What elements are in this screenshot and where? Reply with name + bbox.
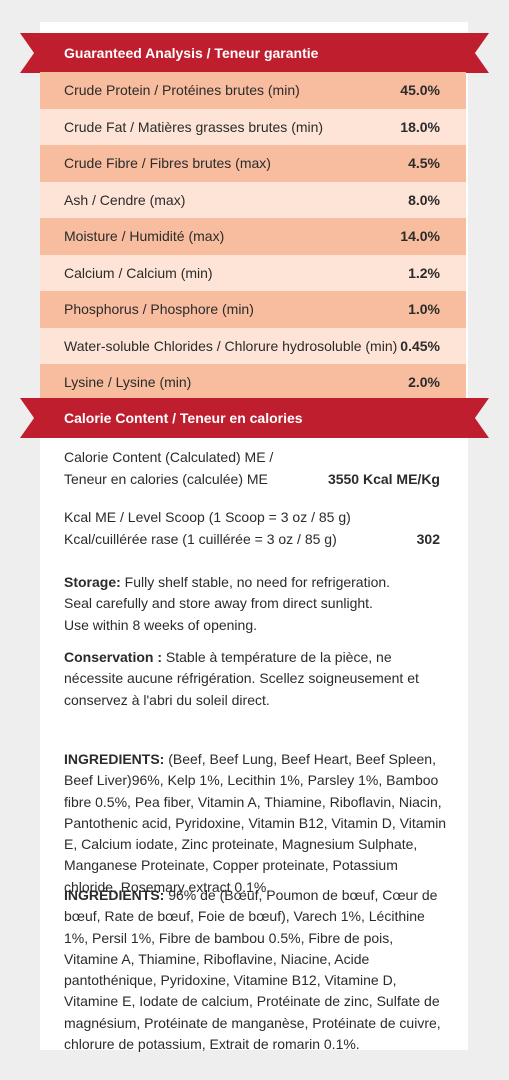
analysis-value: 0.45% — [400, 337, 440, 354]
analysis-label: Lysine / Lysine (min) — [64, 374, 192, 391]
ingredients-fr-label: INGRÉDIENTS: — [64, 887, 165, 903]
analysis-row: Moisture / Humidité (max) 14.0% — [40, 218, 466, 255]
calorie-content-header: Calorie Content / Teneur en calories — [20, 398, 489, 438]
analysis-value: 14.0% — [400, 228, 440, 245]
ingredients-en-label: INGREDIENTS: — [64, 751, 165, 767]
ingredients-fr-text: 96% de (Bœuf, Poumon de bœuf, Cœur de bœ… — [64, 887, 441, 1053]
ingredients-en-text: (Beef, Beef Lung, Beef Heart, Beef Splee… — [64, 751, 447, 895]
storage-paragraph: Storage: Fully shelf stable, no need for… — [64, 572, 394, 636]
ingredients-en-paragraph: INGREDIENTS: (Beef, Beef Lung, Beef Hear… — [64, 749, 450, 898]
analysis-row: Crude Fat / Matières grasses brutes (min… — [40, 108, 466, 145]
analysis-label: Phosphorus / Phosphore (min) — [64, 301, 254, 318]
analysis-label: Crude Fat / Matières grasses brutes (min… — [64, 118, 324, 135]
analysis-label: Ash / Cendre (max) — [64, 191, 186, 208]
calorie-row: Kcal ME / Level Scoop (1 Scoop = 3 oz / … — [40, 498, 466, 558]
calorie-content-title: Calorie Content / Teneur en calories — [64, 410, 303, 426]
calorie-value: 302 — [416, 531, 440, 547]
analysis-value: 8.0% — [408, 191, 440, 208]
guaranteed-analysis-title: Guaranteed Analysis / Teneur garantie — [64, 45, 319, 61]
analysis-value: 1.2% — [408, 264, 440, 281]
conservation-text: Stable à température de la pièce, ne néc… — [64, 649, 419, 708]
calorie-label-line: Teneur en calories (calculée) ME — [64, 471, 268, 487]
analysis-row: Water-soluble Chlorides / Chlorure hydro… — [40, 327, 466, 364]
analysis-label: Crude Protein / Protéines brutes (min) — [64, 82, 300, 99]
analysis-value: 45.0% — [400, 82, 440, 99]
analysis-value: 1.0% — [408, 301, 440, 318]
calorie-label-line: Calorie Content (Calculated) ME / — [64, 449, 274, 465]
ingredients-fr-paragraph: INGRÉDIENTS: 96% de (Bœuf, Poumon de bœu… — [64, 885, 450, 1055]
analysis-label: Moisture / Humidité (max) — [64, 228, 225, 245]
storage-text: Fully shelf stable, no need for refriger… — [64, 574, 391, 633]
analysis-value: 18.0% — [400, 118, 440, 135]
analysis-row: Ash / Cendre (max) 8.0% — [40, 181, 466, 218]
analysis-row: Calcium / Calcium (min) 1.2% — [40, 254, 466, 291]
analysis-label: Crude Fibre / Fibres brutes (max) — [64, 155, 271, 172]
calorie-value: 3550 Kcal ME/Kg — [327, 471, 440, 487]
guaranteed-analysis-header: Guaranteed Analysis / Teneur garantie — [20, 33, 489, 73]
analysis-label: Calcium / Calcium (min) — [64, 264, 213, 281]
calorie-row: Calorie Content (Calculated) ME / Teneur… — [40, 438, 466, 498]
analysis-row: Crude Protein / Protéines brutes (min) 4… — [40, 72, 466, 109]
conservation-label: Conservation : — [64, 649, 163, 665]
analysis-row: Lysine / Lysine (min) 2.0% — [40, 364, 466, 401]
analysis-row: Crude Fibre / Fibres brutes (max) 4.5% — [40, 145, 466, 182]
analysis-label: Water-soluble Chlorides / Chlorure hydro… — [64, 337, 398, 354]
storage-label: Storage: — [64, 574, 121, 590]
analysis-value: 4.5% — [408, 155, 440, 172]
conservation-paragraph: Conservation : Stable à température de l… — [64, 647, 424, 711]
calorie-label-line: Kcal/cuillérée rase (1 cuillérée = 3 oz … — [64, 531, 337, 547]
analysis-value: 2.0% — [408, 374, 440, 391]
analysis-row: Phosphorus / Phosphore (min) 1.0% — [40, 291, 466, 328]
calorie-label-line: Kcal ME / Level Scoop (1 Scoop = 3 oz / … — [64, 509, 351, 525]
